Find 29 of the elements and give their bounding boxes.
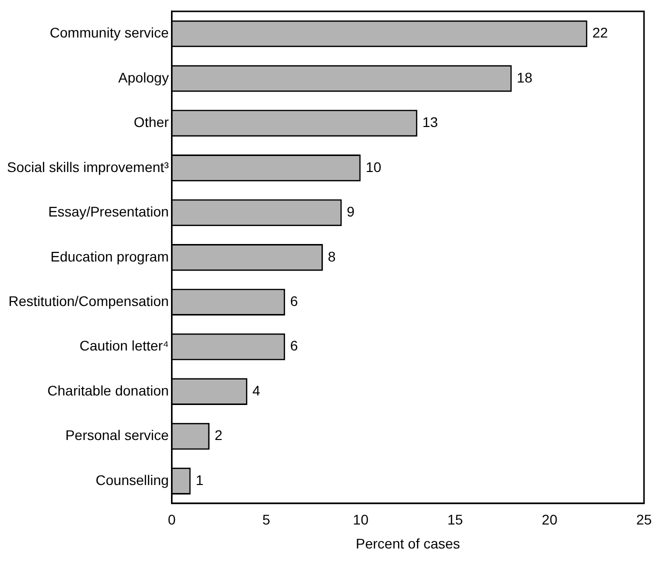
data-label: 18: [516, 69, 533, 86]
x-tick-label: 15: [447, 512, 464, 528]
data-label: 8: [328, 248, 336, 264]
y-tick-label: Community service: [50, 24, 170, 41]
x-tick-label: 25: [636, 512, 652, 528]
y-tick-label: Apology: [118, 69, 169, 86]
x-axis-title: Percent of cases: [356, 535, 460, 552]
x-tick-label: 10: [352, 512, 369, 528]
y-tick-label: Caution letter⁴: [80, 338, 169, 354]
y-tick-label: Social skills improvement³: [6, 158, 170, 175]
data-label: 6: [290, 338, 298, 354]
data-label: 1: [196, 472, 204, 488]
y-tick-label: Personal service: [65, 427, 170, 444]
data-label: 6: [290, 292, 298, 309]
data-label: 2: [214, 427, 223, 444]
data-label: 9: [346, 204, 355, 220]
x-tick-label: 20: [542, 512, 558, 528]
data-label: 13: [422, 114, 438, 130]
x-tick-label: 5: [262, 512, 270, 528]
y-tick-label: Charitable donation: [47, 382, 169, 398]
y-tick-label: Counselling: [96, 472, 169, 488]
y-tick-label: Education program: [50, 248, 169, 264]
y-tick-label: Restitution/Compensation: [8, 292, 169, 309]
data-label: 4: [252, 382, 260, 398]
data-label: 22: [592, 24, 608, 41]
data-label: 10: [366, 158, 382, 175]
x-tick-label: 0: [168, 512, 176, 528]
y-tick-label: Essay/Presentation: [48, 204, 169, 220]
y-tick-label: Other: [134, 114, 170, 130]
